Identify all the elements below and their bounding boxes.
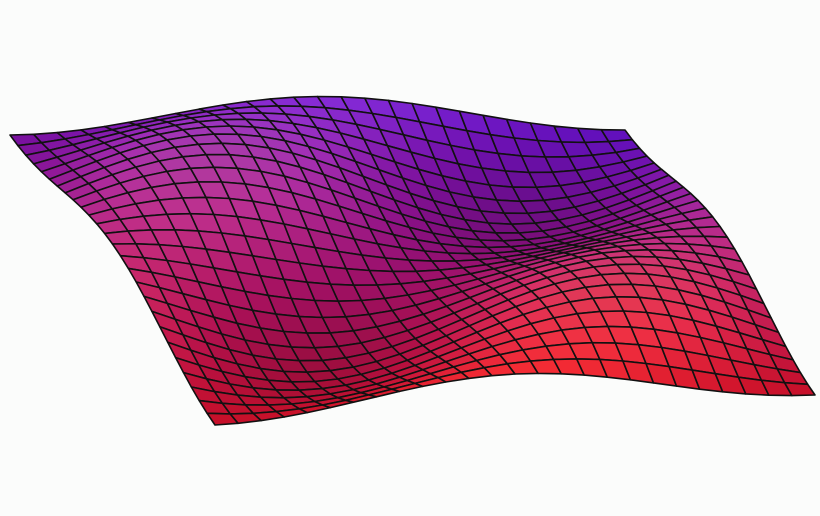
mesh-cell [783,381,816,397]
surface-mesh [9,95,816,426]
